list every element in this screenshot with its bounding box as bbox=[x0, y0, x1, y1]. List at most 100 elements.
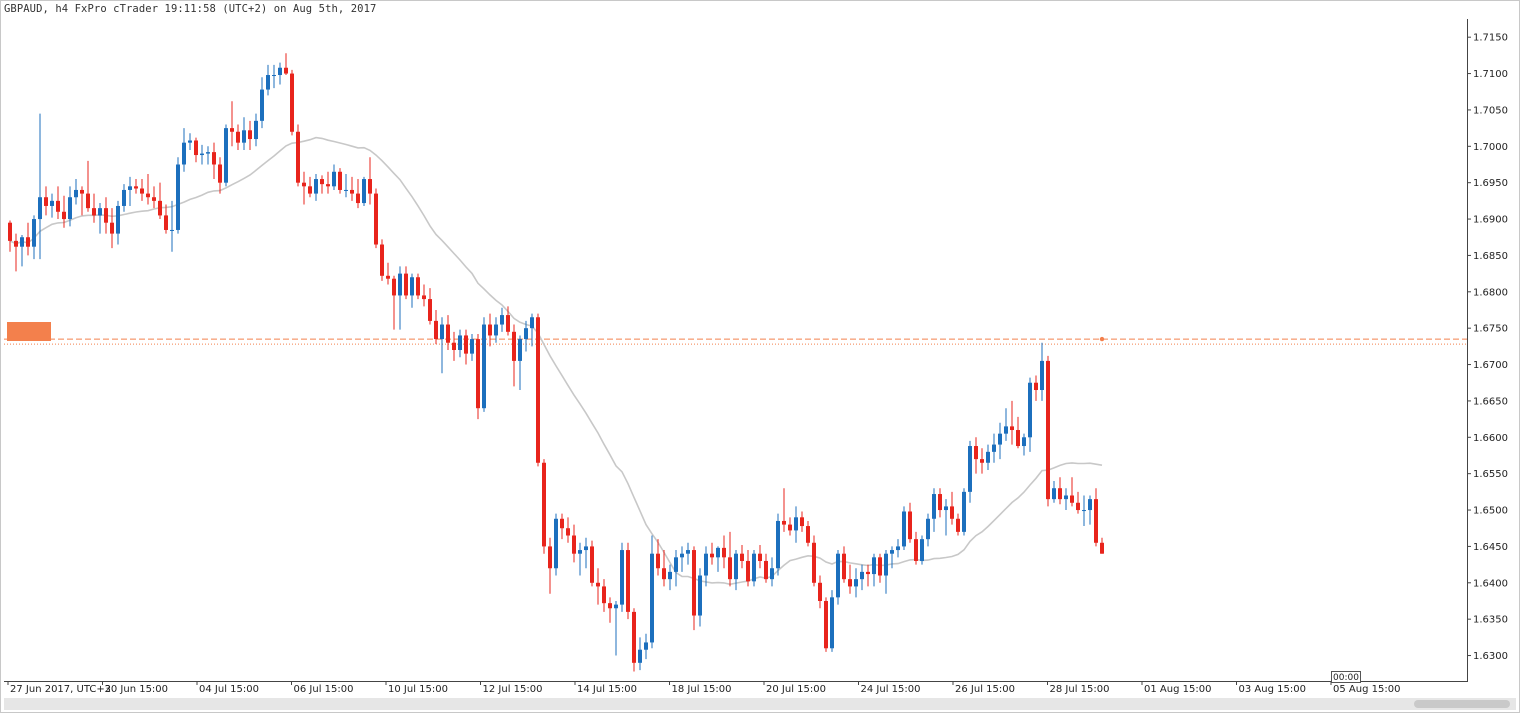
price-tick-label: 1.6800 bbox=[1473, 287, 1508, 298]
candle-body bbox=[320, 179, 324, 185]
candle-body bbox=[122, 189, 126, 206]
candle-body bbox=[302, 182, 306, 187]
candle-body bbox=[800, 517, 804, 527]
candle-body bbox=[986, 451, 990, 463]
candle-body bbox=[524, 328, 528, 340]
time-tick-label: 28 Jul 15:00 bbox=[1050, 684, 1110, 695]
candle-body bbox=[230, 128, 234, 132]
candle-body bbox=[62, 211, 66, 220]
candle-body bbox=[1070, 495, 1074, 503]
candle-body bbox=[890, 550, 894, 554]
candle-body bbox=[32, 219, 36, 247]
time-tick-label: 30 Jun 15:00 bbox=[105, 684, 169, 695]
price-tick-label: 1.6350 bbox=[1473, 615, 1508, 626]
scrollbar-thumb[interactable] bbox=[1414, 700, 1510, 708]
candle-body bbox=[536, 317, 540, 463]
candle-body bbox=[866, 571, 870, 575]
candle-body bbox=[602, 586, 606, 604]
candle-body bbox=[1034, 382, 1038, 391]
candle-body bbox=[182, 142, 186, 165]
candle-body bbox=[50, 200, 54, 206]
candle-body bbox=[464, 335, 468, 354]
candle-body bbox=[38, 197, 42, 220]
candle-body bbox=[176, 164, 180, 230]
time-tick-label: 01 Aug 15:00 bbox=[1144, 684, 1211, 695]
time-tick-label: 24 Jul 15:00 bbox=[861, 684, 921, 695]
candle-body bbox=[308, 186, 312, 194]
candle-body bbox=[26, 237, 30, 247]
horizontal-levels bbox=[4, 338, 1467, 345]
candle-body bbox=[860, 571, 864, 580]
candle-body bbox=[872, 557, 876, 575]
candle-body bbox=[830, 597, 834, 649]
price-tick-label: 1.6550 bbox=[1473, 469, 1508, 480]
candle-body bbox=[908, 511, 912, 540]
candle-body bbox=[1022, 437, 1026, 447]
price-tick-label: 1.6500 bbox=[1473, 506, 1508, 517]
candle-body bbox=[368, 179, 372, 194]
candle-body bbox=[452, 342, 456, 350]
candle-body bbox=[152, 197, 156, 201]
candle-body bbox=[710, 553, 714, 558]
candle-body bbox=[806, 526, 810, 543]
candle-body bbox=[506, 315, 510, 332]
time-tick-label: 10 Jul 15:00 bbox=[388, 684, 448, 695]
candle-body bbox=[770, 568, 774, 580]
candle-body bbox=[458, 335, 462, 350]
candle-body bbox=[200, 153, 204, 156]
price-tick-label: 1.6750 bbox=[1473, 324, 1508, 335]
candle-body bbox=[974, 446, 978, 460]
candle-body bbox=[74, 189, 78, 198]
candle-body bbox=[626, 550, 630, 612]
candle-body bbox=[428, 299, 432, 321]
candle-body bbox=[992, 444, 996, 452]
candle-body bbox=[8, 222, 12, 241]
candle-body bbox=[758, 553, 762, 561]
time-tick-label: 04 Jul 15:00 bbox=[199, 684, 259, 695]
price-tick-label: 1.7100 bbox=[1473, 69, 1508, 80]
time-tick-label: 06 Jul 15:00 bbox=[294, 684, 354, 695]
candle-body bbox=[1052, 488, 1056, 500]
price-tick-label: 1.6650 bbox=[1473, 396, 1508, 407]
candle-body bbox=[332, 171, 336, 187]
candle-body bbox=[188, 140, 192, 143]
candle-body bbox=[998, 433, 1002, 445]
candle-body bbox=[98, 208, 102, 216]
candle-body bbox=[680, 553, 684, 558]
candle-body bbox=[716, 547, 720, 558]
level-price-tag[interactable] bbox=[7, 322, 51, 341]
horizontal-scrollbar[interactable] bbox=[4, 698, 1516, 710]
candle-body bbox=[530, 317, 534, 329]
candle-body bbox=[608, 603, 612, 609]
candle-body bbox=[362, 179, 366, 204]
current-time-marker: 00:00 bbox=[1331, 671, 1361, 683]
candle-body bbox=[1010, 426, 1014, 431]
time-tick-label: 05 Aug 15:00 bbox=[1333, 684, 1400, 695]
candle-body bbox=[224, 128, 228, 183]
candle-body bbox=[914, 539, 918, 561]
candle-body bbox=[392, 278, 396, 296]
candle-body bbox=[260, 89, 264, 121]
candle-body bbox=[86, 193, 90, 209]
candle-body bbox=[68, 197, 72, 220]
candle-body bbox=[548, 546, 552, 569]
candle-body bbox=[296, 131, 300, 183]
candle-body bbox=[146, 193, 150, 198]
candle-body bbox=[590, 546, 594, 583]
candle-body bbox=[80, 189, 84, 194]
candle-body bbox=[206, 152, 210, 154]
price-tick-label: 1.6850 bbox=[1473, 251, 1508, 262]
candle-body bbox=[542, 462, 546, 547]
candle-body bbox=[1100, 542, 1104, 554]
candle-body bbox=[752, 553, 756, 582]
candle-body bbox=[248, 130, 252, 140]
candle-body bbox=[284, 67, 288, 74]
candle-body bbox=[782, 520, 786, 525]
candle-body bbox=[932, 494, 936, 519]
candle-body bbox=[632, 611, 636, 663]
candle-body bbox=[674, 557, 678, 572]
candle-body bbox=[338, 171, 342, 190]
candle-body bbox=[1046, 360, 1050, 500]
candle-body bbox=[662, 568, 666, 580]
